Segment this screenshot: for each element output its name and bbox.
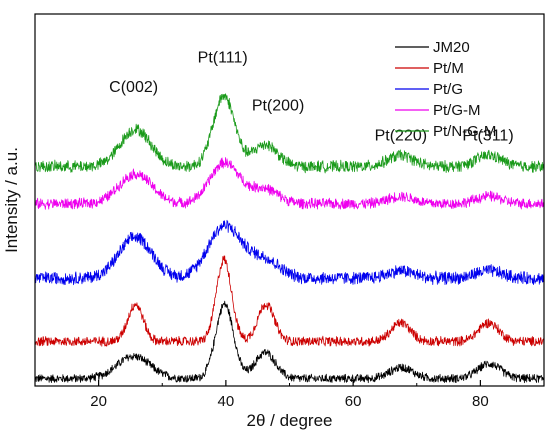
peak-annotation: Pt(111) <box>198 49 248 66</box>
x-tick-label: 60 <box>345 393 362 410</box>
peak-annotation: Pt(220) <box>375 127 427 144</box>
x-tick-label: 80 <box>472 393 489 410</box>
legend-label: Pt/N-G-M <box>433 123 496 140</box>
legend-label: Pt/M <box>433 60 464 77</box>
series-line-pt-g-m <box>34 157 545 210</box>
x-tick-label: 40 <box>218 393 235 410</box>
series-line-pt-g <box>34 219 545 286</box>
peak-annotation: Pt(311) <box>462 127 513 144</box>
x-tick-label: 20 <box>90 393 107 410</box>
series-line-pt-m <box>34 255 545 347</box>
legend-label: Pt/G-M <box>433 102 481 119</box>
peak-annotation: Pt(200) <box>252 98 304 115</box>
x-axis-title: 2θ / degree <box>246 411 332 430</box>
legend-label: Pt/G <box>433 81 463 98</box>
annotation-layer: C(002) Pt(111) Pt(200) Pt(220) Pt(311) <box>109 49 513 144</box>
legend-label: JM20 <box>433 39 470 56</box>
peak-annotation: C(002) <box>109 79 158 96</box>
y-axis-title: Intensity / a.u. <box>2 147 21 253</box>
series-line-jm20 <box>34 300 545 384</box>
legend: JM20 Pt/M Pt/G Pt/G-M Pt/N-G-M <box>395 39 496 140</box>
series-layer <box>34 93 545 384</box>
series-line-pt-n-g-m <box>34 93 545 174</box>
x-ticks: 20 40 60 80 <box>34 380 545 410</box>
